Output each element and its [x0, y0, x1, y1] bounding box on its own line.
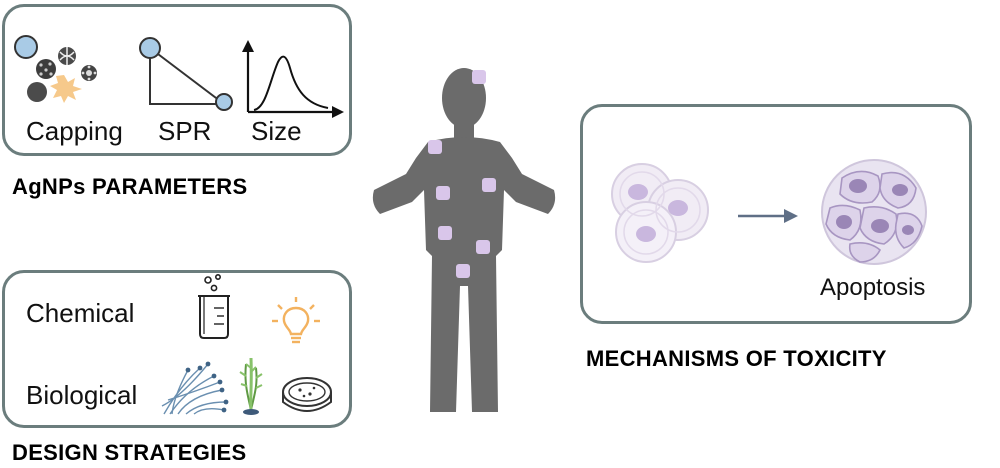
beaker-icon: [198, 273, 230, 339]
spr-label: SPR: [158, 116, 212, 146]
capping-particles-icon: [14, 35, 97, 103]
spr-triangle-icon: [139, 37, 233, 111]
parameters-heading: AgNPs PARAMETERS: [12, 174, 248, 199]
plant-icon: [239, 357, 263, 415]
strategies-heading: DESIGN STRATEGIES: [12, 440, 247, 465]
light-bulb-icon: [272, 297, 320, 344]
biological-label: Biological: [26, 380, 138, 410]
apoptosis-label: Apoptosis: [820, 274, 926, 301]
size-label: Size: [251, 116, 302, 146]
healthy-cells-icon: [611, 163, 709, 263]
mechanisms-heading: MECHANISMS OF TOXICITY: [586, 346, 887, 371]
apoptotic-cells-icon: [821, 159, 927, 265]
chemical-label: Chemical: [26, 298, 135, 328]
petri-dish-icon: [282, 377, 332, 412]
progression-arrow-icon: [738, 209, 798, 223]
capping-label: Capping: [26, 116, 123, 146]
fungi-mycelium-icon: [161, 361, 229, 415]
strategies-panel: [2, 270, 352, 428]
human-body-silhouette: [372, 68, 556, 412]
size-distribution-icon: [242, 40, 344, 118]
